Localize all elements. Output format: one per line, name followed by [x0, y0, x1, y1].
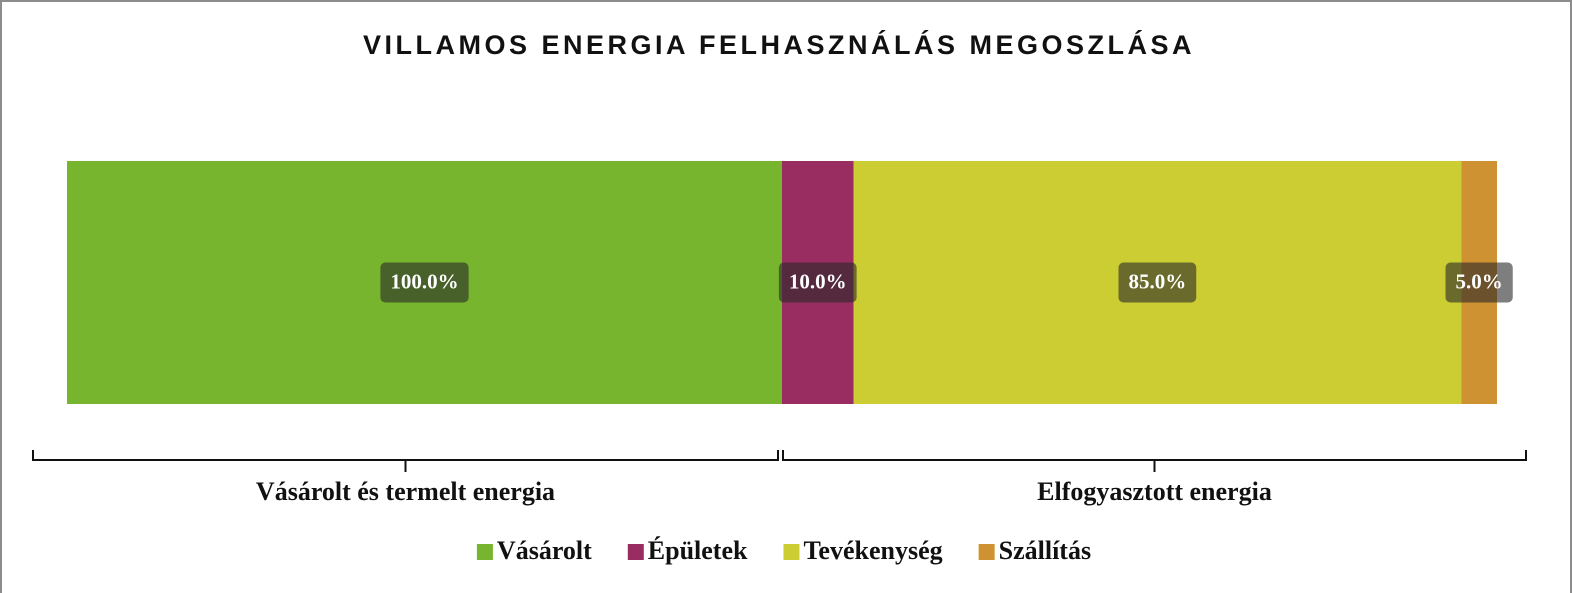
- legend-swatch: [783, 544, 800, 560]
- data-label-box: [778, 262, 857, 303]
- group-label: Elfogyasztott energia: [1037, 477, 1272, 506]
- data-label: 85.0%: [1129, 269, 1187, 293]
- group-label: Vásárolt és termelt energia: [256, 477, 555, 506]
- legend-swatch: [978, 544, 995, 560]
- legend-label: Épületek: [648, 536, 748, 565]
- legend-swatch: [476, 544, 493, 560]
- group-brace: [782, 450, 1527, 472]
- data-label: 5.0%: [1456, 269, 1503, 293]
- legend-swatch: [627, 544, 644, 560]
- legend-label: Vásárolt: [497, 536, 592, 565]
- data-label: 100.0%: [390, 269, 458, 293]
- data-label: 10.0%: [789, 269, 847, 293]
- legend-label: Tevékenység: [803, 536, 942, 565]
- legend-label: Szállítás: [999, 536, 1091, 565]
- data-label-box: [1445, 262, 1513, 303]
- chart-title: VILLAMOS ENERGIA FELHASZNÁLÁS MEGOSZLÁSA: [363, 29, 1195, 60]
- data-label-box: [1118, 262, 1197, 303]
- group-brace: [32, 450, 779, 472]
- data-label-box: [380, 262, 469, 303]
